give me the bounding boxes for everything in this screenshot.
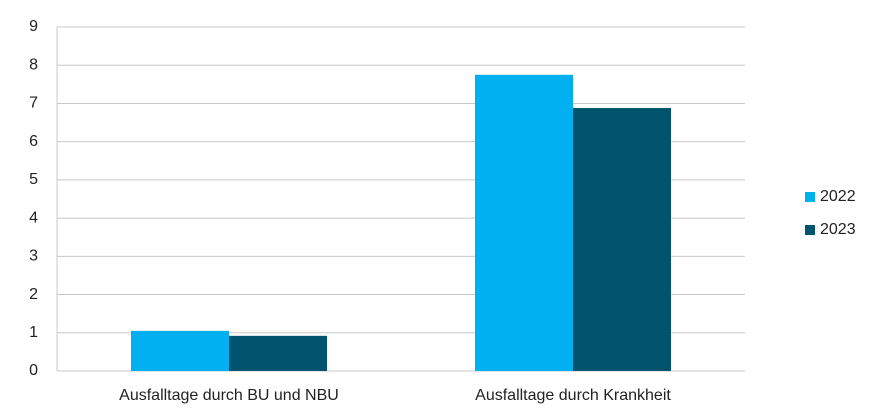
- y-tick-label: 2: [29, 286, 38, 303]
- y-tick-label: 8: [29, 56, 38, 73]
- legend-label: 2023: [820, 221, 856, 238]
- y-tick-label: 7: [29, 95, 38, 112]
- y-tick-label: 0: [29, 362, 38, 379]
- x-tick-label: Ausfalltage durch BU und NBU: [119, 387, 339, 404]
- y-tick-label: 5: [29, 171, 38, 188]
- bar: [475, 74, 573, 372]
- bar: [229, 335, 327, 371]
- legend-label: 2022: [820, 188, 856, 205]
- y-tick-label: 3: [29, 248, 38, 265]
- legend-swatch: [805, 192, 815, 202]
- x-tick-label: Ausfalltage durch Krankheit: [475, 387, 671, 404]
- y-tick-label: 4: [29, 209, 38, 226]
- bar: [573, 108, 671, 371]
- y-tick-label: 1: [29, 324, 38, 341]
- y-tick-label: 6: [29, 133, 38, 150]
- legend-swatch: [805, 225, 815, 235]
- y-tick-label: 9: [29, 18, 38, 35]
- bar: [131, 330, 229, 371]
